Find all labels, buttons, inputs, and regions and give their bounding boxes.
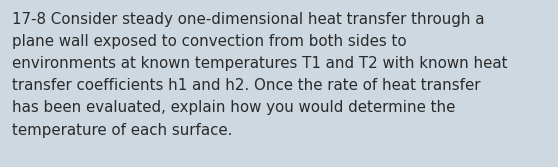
Text: 17-8 Consider steady one-dimensional heat transfer through a
plane wall exposed : 17-8 Consider steady one-dimensional hea… — [12, 12, 508, 138]
